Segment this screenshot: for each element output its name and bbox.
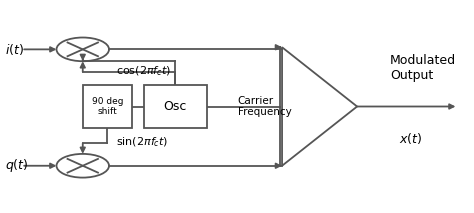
- Text: 90 deg
shift: 90 deg shift: [92, 97, 123, 116]
- Text: $\cos(2\pi f_c t)$: $\cos(2\pi f_c t)$: [116, 64, 171, 78]
- Bar: [144, 85, 207, 128]
- Text: $i(t)$: $i(t)$: [5, 42, 25, 57]
- Text: $\sin(2\pi f_c t)$: $\sin(2\pi f_c t)$: [116, 135, 168, 149]
- Bar: [83, 85, 132, 128]
- Text: $x(t)$: $x(t)$: [399, 131, 423, 146]
- Text: Carrier
Frequency: Carrier Frequency: [237, 96, 291, 117]
- Text: Modulated
Output: Modulated Output: [390, 54, 456, 82]
- Text: Osc: Osc: [164, 100, 187, 113]
- Text: $q(t)$: $q(t)$: [5, 157, 29, 174]
